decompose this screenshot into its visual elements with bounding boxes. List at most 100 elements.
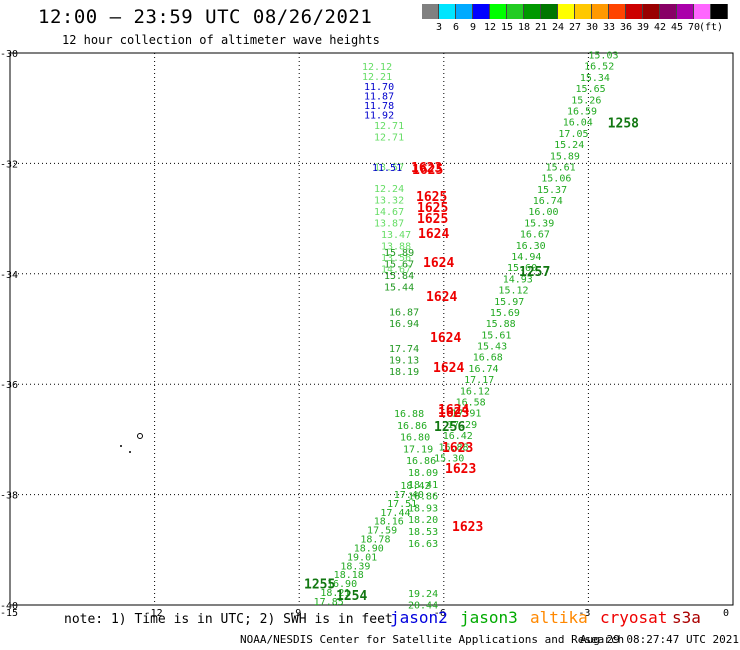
y-tick-label: -36 [0,380,18,391]
swh-value: 15.89 [384,248,414,259]
swh-value: 18.19 [389,367,419,378]
swh-value: 15.60 [507,263,537,274]
swh-value: 13.56 [381,253,411,264]
pass-time-label: 1256 [434,420,465,435]
color-scale-label: 27 [568,22,582,33]
swh-value: 11.51 [372,163,402,174]
swh-value: 18.53 [408,527,438,538]
legend-jason2: jason2 [390,608,448,627]
swh-value: 17.85 [314,597,344,608]
color-scale-label: 6 [452,22,460,33]
swh-value: 11.92 [364,111,394,122]
swh-value: 15.67 [384,260,414,271]
swh-value: 18.09 [408,468,438,479]
y-tick-label: -40 [0,601,18,612]
color-swatch-0 [422,4,439,19]
color-scale-label: 45 [670,22,684,33]
swh-value: 16.86 [406,456,436,467]
swh-value: 16.80 [400,433,430,444]
cryosat-pass-label: 1623 [411,161,442,176]
cryosat-pass-label: 1625 [416,190,447,205]
swh-value: 17.29 [447,420,477,431]
color-swatch-14 [660,4,677,19]
swh-value: 18.78 [360,535,390,546]
color-swatch-1 [439,4,456,19]
swh-value: 16.74 [468,364,498,375]
swh-value: 15.89 [550,151,580,162]
x-tick-label: -3 [578,608,590,619]
credit-line: NOAA/NESDIS Center for Satellite Applica… [240,633,625,646]
cryosat-pass-label: 1624 [423,256,454,271]
swh-value: 16.86 [397,421,427,432]
color-swatch-7 [541,4,558,19]
swh-value: 16.12 [460,386,490,397]
color-swatch-17 [711,4,728,19]
cryosat-pass-label: 1625 [417,212,448,227]
map-title: 12:00 – 23:59 UTC 08/26/2021 [38,6,373,28]
legend-s3a: s3a [672,608,701,627]
color-swatch-11 [609,4,626,19]
swh-value: 15.61 [481,330,511,341]
swh-value: 17.74 [389,344,419,355]
swh-value: 18.16 [374,517,404,528]
swh-value: 13.47 [381,230,411,241]
swh-value: 18.18 [334,570,364,581]
swh-value: 17.59 [367,526,397,537]
swh-value: 16.86 [408,492,438,503]
color-scale-label: 3 [435,22,443,33]
color-scale-label: 36 [619,22,633,33]
color-swatch-2 [456,4,473,19]
swh-value: 18.39 [340,561,370,572]
swh-value: 15.06 [541,174,571,185]
color-swatch-8 [558,4,575,19]
swh-value: 19.13 [389,356,419,367]
color-scale-bar [422,4,728,19]
cryosat-pass-label: 1623 [438,406,469,421]
cryosat-pass-label: 1625 [412,163,443,178]
swh-value: 16.87 [389,308,419,319]
swh-value: 15.84 [384,271,414,282]
generation-timestamp: Aug 29 08:27:47 UTC 2021 [580,633,739,646]
swh-value: 17.40 [394,490,424,501]
swh-value: 16.04 [563,118,593,129]
cryosat-pass-label: 1624 [430,331,461,346]
island-marker [120,445,122,447]
swh-value: 16.00 [528,207,558,218]
swh-value: 16.74 [533,196,563,207]
swh-value: 15.30 [434,453,464,464]
swh-value: 12.12 [362,62,392,73]
color-scale-label: 70 [687,22,701,33]
color-scale-label: (ft) [698,22,724,33]
y-tick-label: -30 [0,49,18,60]
swh-value: 16.59 [567,106,597,117]
x-tick-label: -6 [434,608,446,619]
swh-value: 13.87 [374,219,404,230]
swh-value: 11.70 [364,82,394,93]
color-scale-label: 15 [500,22,514,33]
cryosat-pass-label: 1624 [433,361,464,376]
swh-value: 15.03 [588,51,618,62]
swh-value: 18.42 [400,481,430,492]
swh-value: 12.71 [374,133,404,144]
color-swatch-4 [490,4,507,19]
color-scale-label: 24 [551,22,565,33]
color-scale-label: 9 [469,22,477,33]
swh-value: 15.69 [490,308,520,319]
color-swatch-10 [592,4,609,19]
x-tick-label: -9 [289,608,301,619]
swh-value: 17.91 [451,409,481,420]
swh-value: 13.32 [374,196,404,207]
swh-value: 15.26 [571,95,601,106]
x-tick-label: -12 [145,608,163,619]
swh-value: 18.90 [354,543,384,554]
cryosat-pass-label: 1624 [418,227,449,242]
cryosat-pass-label: 1623 [442,441,473,456]
map-subtitle: 12 hour collection of altimeter wave hei… [62,33,380,47]
color-scale-label: 33 [602,22,616,33]
color-scale-label: 21 [534,22,548,33]
pass-time-label: 1254 [336,589,367,604]
color-scale-label: 39 [636,22,650,33]
x-tick-label: -15 [0,608,18,619]
swh-value: 14.67 [374,207,404,218]
